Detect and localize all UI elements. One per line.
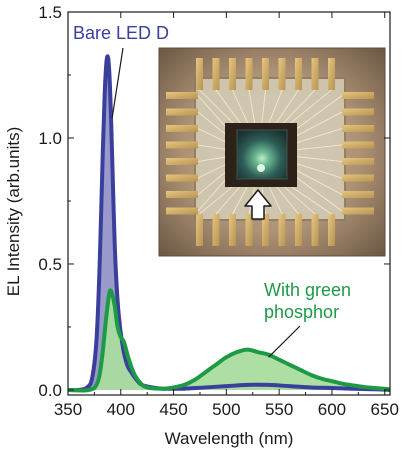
- wire-bond: [290, 173, 343, 212]
- bond-pad: [262, 58, 269, 90]
- wire-bond: [284, 181, 332, 215]
- y-axis-label: EL Intensity (arb.units): [4, 127, 23, 296]
- bond-pad: [295, 214, 302, 246]
- bond-pad: [166, 207, 198, 215]
- bond-pad: [342, 108, 374, 116]
- wire-bond: [260, 89, 266, 129]
- wire-bond: [284, 89, 332, 129]
- y-tick-label: 0.0: [38, 381, 62, 400]
- bond-pad: [278, 214, 286, 246]
- wire-bond: [266, 89, 283, 129]
- x-tick-label: 450: [159, 400, 187, 419]
- wire-bond: [215, 89, 245, 129]
- bond-pad: [212, 58, 220, 90]
- wire-bond: [232, 89, 251, 129]
- wire-bond: [199, 89, 239, 129]
- wire-bond: [248, 89, 256, 129]
- bond-pad: [166, 92, 198, 99]
- wire-bond: [290, 161, 343, 179]
- annotations: Bare LED D With green phosphor: [73, 23, 351, 358]
- bond-pad: [212, 214, 220, 246]
- bond-pad: [295, 58, 302, 90]
- y-tick-label: 1.5: [38, 3, 62, 22]
- wire-bond: [290, 167, 343, 195]
- bare-led-label: Bare LED D: [73, 23, 169, 43]
- bond-pad: [342, 158, 374, 165]
- bond-pads: [166, 58, 374, 246]
- wire-bond: [272, 181, 299, 215]
- x-tick-label: 650: [371, 400, 399, 419]
- bond-pad: [166, 158, 198, 165]
- wire-bond: [266, 181, 283, 215]
- bond-pad: [278, 58, 286, 90]
- bond-pad: [196, 214, 203, 246]
- bond-pad: [196, 58, 203, 90]
- wire-bond: [278, 181, 316, 215]
- bare-led-line: [68, 54, 390, 393]
- x-tick-label: 400: [107, 400, 135, 419]
- green-phosphor-label: With green phosphor: [264, 280, 351, 322]
- x-tick-label: 500: [212, 400, 240, 419]
- x-tick-label: 350: [54, 400, 82, 419]
- bond-pad: [311, 58, 319, 90]
- y-tick-label: 1.0: [38, 129, 62, 148]
- axes: 350 400 450 500 550 600 650 0.0 0.5 1.0 1.5 Wavelen…: [4, 3, 399, 448]
- inset-photograph: [158, 47, 386, 257]
- bond-pad: [342, 141, 374, 149]
- wire-bond: [290, 95, 343, 134]
- bond-pad: [342, 92, 374, 99]
- green-phosphor-line: [68, 288, 390, 393]
- led-emission-spot: [257, 164, 265, 172]
- x-tick-label: 600: [318, 400, 346, 419]
- bond-pad: [342, 191, 374, 198]
- bond-pad: [166, 174, 198, 182]
- bond-pad: [166, 125, 198, 132]
- series-layer: [68, 54, 390, 393]
- white-arrow-icon: [244, 189, 272, 220]
- bond-pad: [229, 58, 236, 90]
- wire-bond: [278, 89, 316, 129]
- bond-pad: [229, 214, 236, 246]
- wire-bond: [215, 181, 245, 215]
- x-axis-label: Wavelength (nm): [165, 429, 294, 448]
- bond-pad: [166, 141, 198, 149]
- green-phosphor-leader-line: [268, 325, 301, 358]
- bond-pad: [245, 58, 253, 90]
- inset-frame-shadow: [158, 47, 386, 257]
- wire-bond: [290, 111, 343, 140]
- bond-pad: [245, 214, 253, 246]
- bond-pad: [328, 58, 335, 90]
- bond-pad: [342, 174, 374, 182]
- bond-pad: [166, 191, 198, 198]
- bond-pad: [166, 108, 198, 116]
- wire-bond: [232, 181, 251, 215]
- y-tick-label: 0.5: [38, 255, 62, 274]
- wire-bond: [290, 144, 343, 151]
- bond-pad: [262, 214, 269, 246]
- bare-led-leader-line: [111, 47, 124, 118]
- wire-bond: [199, 181, 239, 215]
- wire-bond: [290, 155, 343, 162]
- wire-bond: [290, 128, 343, 145]
- plot-frame: [67, 11, 391, 396]
- wire-bond: [272, 89, 299, 129]
- x-tick-label: 550: [265, 400, 293, 419]
- bond-pad: [311, 214, 319, 246]
- bond-pad: [342, 207, 374, 215]
- bond-pad: [342, 125, 374, 132]
- bond-pad: [328, 214, 335, 246]
